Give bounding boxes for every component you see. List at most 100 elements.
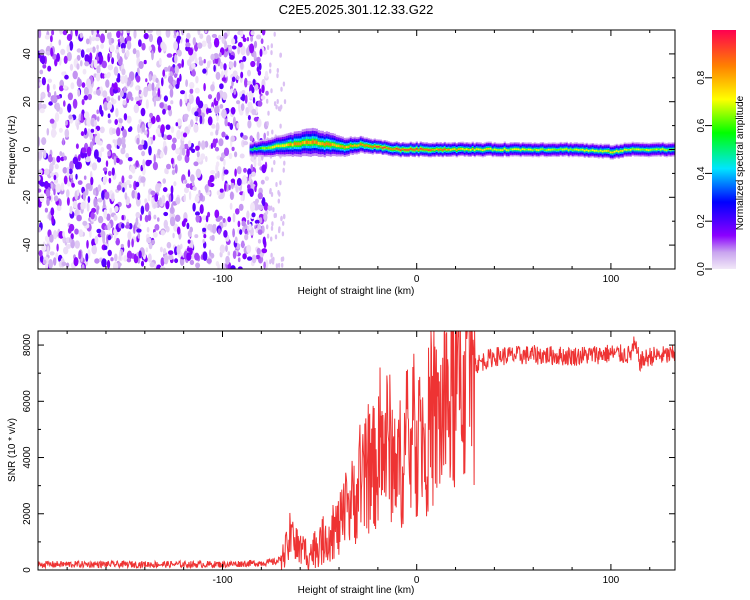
noise-speck <box>109 52 113 59</box>
noise-speck <box>276 73 279 79</box>
chart-title: C2E5.2025.301.12.33.G22 <box>279 2 434 17</box>
noise-speck <box>264 176 269 182</box>
noise-speck <box>124 74 128 84</box>
ridge-cell <box>535 149 538 151</box>
noise-speck <box>228 61 234 69</box>
noise-speck <box>279 106 282 112</box>
ridge-cell <box>379 145 382 148</box>
noise-speck <box>281 262 284 268</box>
noise-speck <box>92 136 95 146</box>
noise-speck <box>113 228 117 235</box>
noise-speck <box>106 101 113 111</box>
noise-speck <box>231 76 236 83</box>
noise-speck <box>187 239 191 244</box>
noise-speck <box>50 35 53 43</box>
ridge-cell <box>271 146 274 149</box>
ridge-cell <box>469 149 472 151</box>
noise-speck <box>148 33 153 43</box>
noise-speck <box>193 123 199 133</box>
noise-speck <box>195 145 200 151</box>
noise-speck <box>72 200 78 209</box>
noise-speck <box>279 123 282 129</box>
noise-speck <box>116 52 120 61</box>
noise-speck <box>162 69 166 77</box>
ridge-cell <box>663 149 666 151</box>
ridge-cell <box>649 149 652 151</box>
ridge-cell <box>605 150 608 152</box>
noise-speck <box>120 243 124 248</box>
noise-speck <box>240 103 245 111</box>
ridge-cell <box>505 149 508 151</box>
noise-speck <box>258 88 262 95</box>
noise-speck <box>252 78 256 86</box>
noise-speck <box>246 47 250 56</box>
noise-speck <box>106 73 110 79</box>
noise-speck <box>80 49 85 58</box>
noise-speck <box>215 122 220 132</box>
noise-speck <box>183 113 189 119</box>
spectrogram-panel: -100 0 100 -40 -20 0 20 40 Height of straight l… <box>7 29 676 297</box>
noise-speck <box>223 230 228 238</box>
noise-speck <box>177 49 182 57</box>
noise-speck <box>119 36 125 44</box>
noise-speck <box>265 90 269 96</box>
noise-speck <box>219 83 224 90</box>
ridge-cell <box>587 150 590 152</box>
ridge-cell <box>307 140 310 145</box>
noise-speck <box>141 150 146 157</box>
noise-speck <box>41 77 47 86</box>
noise-speck <box>39 254 44 263</box>
noise-speck <box>107 150 111 157</box>
noise-speck <box>180 90 186 95</box>
ridge-cell <box>367 145 370 147</box>
ridge-cell <box>463 148 466 151</box>
ridge-cell <box>277 144 280 148</box>
noise-speck <box>242 226 245 232</box>
noise-speck <box>247 80 252 86</box>
noise-speck <box>155 114 161 123</box>
noise-speck <box>95 72 101 82</box>
noise-speck <box>244 77 248 88</box>
noise-speck <box>146 128 150 138</box>
noise-speck <box>44 207 49 213</box>
noise-speck <box>261 248 268 254</box>
noise-speck <box>261 30 266 36</box>
noise-speck <box>235 208 240 215</box>
noise-speck <box>77 89 81 97</box>
noise-speck <box>278 228 281 234</box>
noise-speck <box>133 224 136 234</box>
ridge-cell <box>249 148 252 151</box>
noise-speck <box>192 186 197 191</box>
noise-speck <box>85 253 89 262</box>
ridge-cell <box>655 148 658 151</box>
ridge-cell <box>549 149 552 151</box>
noise-speck <box>174 54 178 64</box>
noise-speck <box>67 103 72 113</box>
noise-speck <box>135 160 139 168</box>
noise-speck <box>219 104 224 109</box>
noise-speck <box>273 160 276 165</box>
ridge-cell <box>255 148 258 151</box>
noise-speck <box>81 147 87 154</box>
noise-speck <box>107 53 111 63</box>
noise-speck <box>114 205 119 213</box>
noise-speck <box>247 184 251 190</box>
noise-speck <box>136 49 140 60</box>
noise-speck <box>59 30 63 35</box>
noise-speck <box>44 235 49 242</box>
noise-speck <box>234 151 238 158</box>
y-tick-label: 0 <box>22 146 33 152</box>
noise-speck <box>101 190 105 201</box>
noise-speck <box>176 226 181 235</box>
noise-speck <box>153 231 158 238</box>
noise-speck <box>223 158 226 166</box>
ridge-cell <box>289 142 292 146</box>
noise-speck <box>60 156 65 162</box>
noise-speck <box>121 223 125 229</box>
noise-speck <box>249 135 254 142</box>
noise-speck <box>221 91 228 101</box>
noise-speck <box>100 110 104 117</box>
ridge-cell <box>413 149 416 151</box>
noise-speck <box>154 193 159 202</box>
noise-speck <box>244 94 248 104</box>
